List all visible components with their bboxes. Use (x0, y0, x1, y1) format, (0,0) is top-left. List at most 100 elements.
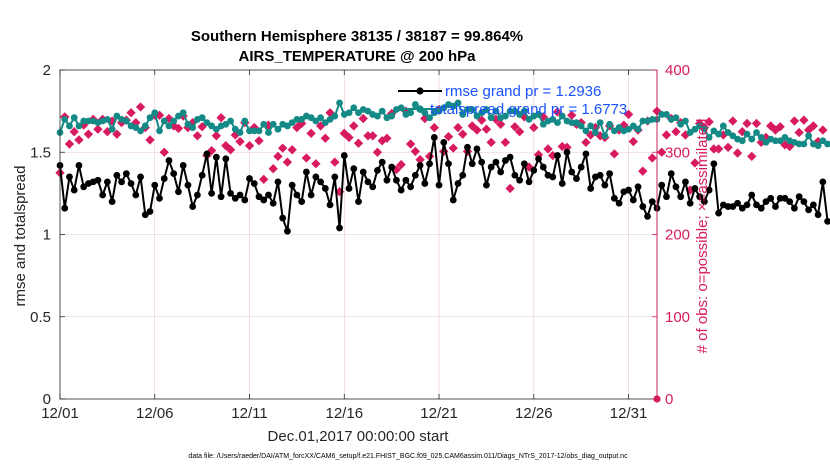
obs-marker (415, 154, 425, 165)
rmse-point (767, 194, 775, 202)
rmse-point (307, 191, 315, 199)
rmse-point (791, 204, 798, 212)
totalspread-point (70, 114, 78, 122)
obs-marker (514, 127, 525, 137)
rmse-point (601, 181, 609, 189)
totalspread-point (397, 104, 405, 112)
rmse-point (137, 173, 144, 181)
x-tick-label: 12/26 (515, 405, 553, 422)
totalspread-point (421, 109, 429, 117)
rmse-point (103, 178, 111, 186)
rmse-point (388, 163, 396, 171)
totalspread-point (321, 119, 329, 127)
rmse-point (492, 158, 500, 166)
rmse-point (468, 160, 476, 168)
obs-marker (368, 131, 378, 141)
obs-marker (623, 109, 634, 120)
rmse-point (530, 166, 538, 174)
totalspread-point (558, 112, 566, 120)
rmse-point (682, 178, 689, 186)
obs-marker (273, 151, 283, 162)
totalspread-point (132, 124, 140, 131)
rmse-point (483, 181, 490, 189)
rmse-point (606, 170, 614, 178)
totalspread-point (260, 120, 268, 128)
obs-marker (282, 157, 293, 167)
totalspread-point (198, 114, 206, 122)
obs-marker (661, 130, 672, 140)
obs-marker (799, 115, 809, 125)
obs-marker (244, 141, 255, 151)
totalspread-point (265, 129, 272, 136)
totalspread-point (179, 109, 187, 117)
x-axis-label: Dec.01,2017 00:00:00 start (268, 428, 450, 445)
totalspread-point (492, 107, 500, 115)
totalspread-point (629, 122, 637, 130)
rmse-point (411, 171, 419, 179)
rmse-point (824, 217, 830, 225)
x-axis: 12/01 12/06 12/11 12/16 12/21 12/26 12/31 (41, 70, 647, 422)
totalspread-point (212, 125, 220, 133)
rmse-point (184, 181, 192, 189)
totalspread-point (61, 115, 69, 123)
obs-marker (301, 153, 312, 163)
obs-marker (747, 151, 757, 162)
totalspread-point (108, 125, 116, 133)
totalspread-point (753, 129, 760, 136)
rmse-point (227, 189, 234, 197)
rmse-point (672, 183, 680, 191)
rmse-point (786, 198, 794, 206)
rmse-point (696, 193, 704, 201)
obs-marker (742, 118, 752, 129)
rmse-point (212, 153, 220, 161)
totalspread-point (184, 120, 192, 128)
totalspread-point (331, 112, 339, 120)
rmse-point (122, 170, 130, 178)
rmse-point (667, 170, 675, 178)
rmse-point (734, 199, 741, 207)
obs-marker (495, 119, 506, 129)
totalspread-point (255, 127, 263, 135)
rmse-point (194, 191, 201, 199)
totalspread-point (501, 112, 509, 120)
totalspread-point (535, 111, 542, 118)
totalspread-point (160, 117, 168, 125)
x-tick-label: 12/31 (610, 405, 648, 422)
rmse-point (260, 196, 268, 204)
totalspread-point (350, 104, 358, 112)
rmse-point (539, 163, 547, 171)
rmse-point (705, 186, 713, 194)
totalspread-point (449, 102, 457, 110)
chart-subtitle: AIRS_TEMPERATURE @ 200 hPa (239, 48, 477, 65)
obs-marker (481, 124, 492, 134)
rmse-point (402, 176, 410, 184)
rmse-point (814, 211, 822, 219)
rmse-point (160, 175, 168, 182)
totalspread-point (468, 106, 476, 113)
rmse-point (222, 155, 230, 163)
totalspread-point (625, 125, 632, 133)
rmse-point (141, 211, 149, 219)
rmse-point (501, 157, 509, 164)
rmse-point (610, 194, 618, 202)
y-right-tick-label: 400 (665, 62, 690, 79)
obs-marker (647, 153, 657, 163)
rmse-point (421, 180, 429, 187)
x-tick-label: 12/11 (231, 405, 267, 422)
rmse-point (336, 224, 343, 232)
totalspread-point (317, 114, 324, 122)
obs-marker (278, 143, 288, 153)
rmse-point (506, 153, 514, 161)
x-tick-label: 12/21 (420, 405, 458, 422)
rmse-point (563, 148, 571, 156)
obs-marker (225, 145, 236, 155)
totalspread-point (203, 119, 211, 127)
totalspread-point (355, 109, 362, 117)
obs-marker (543, 144, 553, 154)
obs-marker (794, 127, 804, 138)
x-tick-label: 12/06 (136, 405, 174, 422)
y-right-tick-label: 200 (665, 227, 690, 244)
totalspread-point (137, 127, 144, 135)
rmse-point (568, 168, 576, 176)
rmse-point (312, 173, 320, 181)
